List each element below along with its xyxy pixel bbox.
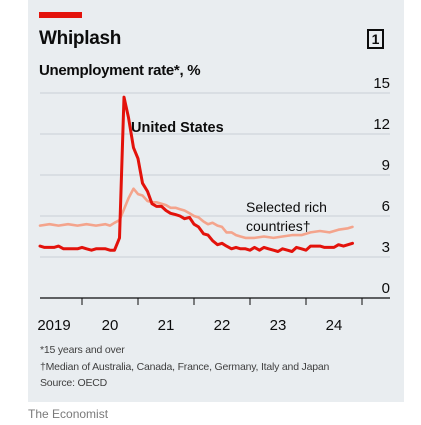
x-tick-label-23: 23	[270, 317, 287, 334]
series-line-united-states	[38, 95, 354, 253]
chart-title: Whiplash	[39, 28, 122, 49]
y-tick-label-3: 3	[382, 239, 390, 256]
annotation-us: United States	[131, 120, 224, 136]
x-tick-label-21: 21	[158, 317, 175, 334]
x-tick-label-20: 20	[102, 317, 119, 334]
footnote-countries: †Median of Australia, Canada, France, Ge…	[40, 361, 330, 373]
footnote-age: *15 years and over	[40, 344, 125, 356]
y-axis-ticks: 0 3 6 9 12 15	[373, 75, 390, 297]
chart-number-badge: 1	[367, 29, 384, 49]
chart-subtitle: Unemployment rate*, %	[39, 62, 201, 79]
chart-card	[28, 0, 404, 402]
annotations: United States Selected rich countries†	[131, 120, 327, 234]
x-tick-label-2019: 2019	[37, 317, 70, 334]
line-chart: 0 3 6 9 12 15 2019 20 21 22 23 24 United States Se…	[37, 75, 390, 334]
source-note: Source: OECD	[40, 377, 108, 389]
x-tick-label-22: 22	[214, 317, 231, 334]
x-tick-label-24: 24	[326, 317, 343, 334]
y-tick-label-15: 15	[373, 75, 390, 92]
annotation-rich-line1: Selected rich	[246, 199, 327, 215]
gridlines	[40, 92, 390, 258]
y-tick-label-0: 0	[382, 280, 390, 297]
y-tick-label-9: 9	[382, 157, 390, 174]
brand-footer: The Economist	[28, 407, 109, 421]
series-lines	[38, 95, 354, 253]
annotation-rich-line2: countries†	[246, 218, 311, 234]
series-line-rich-countries	[38, 187, 354, 240]
brand-red-tag	[39, 12, 82, 18]
y-tick-label-6: 6	[382, 198, 390, 215]
y-tick-label-12: 12	[373, 116, 390, 133]
x-axis: 2019 20 21 22 23 24	[37, 297, 390, 334]
